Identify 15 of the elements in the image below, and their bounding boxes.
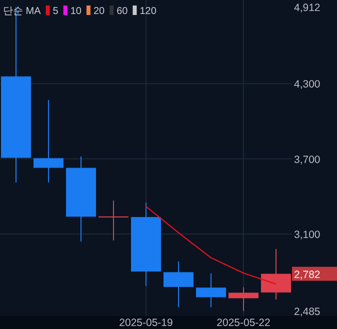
legend-label: 60: [116, 6, 128, 17]
y-tick-label: 4,912: [294, 2, 320, 14]
legend-label: 5: [52, 6, 59, 17]
y-tick-label: 2,485: [294, 306, 320, 318]
candlestick: [98, 200, 128, 241]
y-tick-label: 2,782: [294, 268, 320, 281]
x-tick-label: 2025-05-19: [119, 317, 174, 329]
legend-label: 10: [70, 6, 82, 17]
x-tick-label: 2025-05-22: [216, 317, 271, 329]
legend-label: 20: [93, 6, 106, 17]
legend-label: 120: [140, 6, 157, 17]
y-tick-label: 3,700: [294, 154, 320, 166]
candlestick: [34, 99, 64, 183]
y-tick-label: 4,300: [294, 78, 320, 91]
y-tick-label: 3,100: [294, 228, 320, 241]
